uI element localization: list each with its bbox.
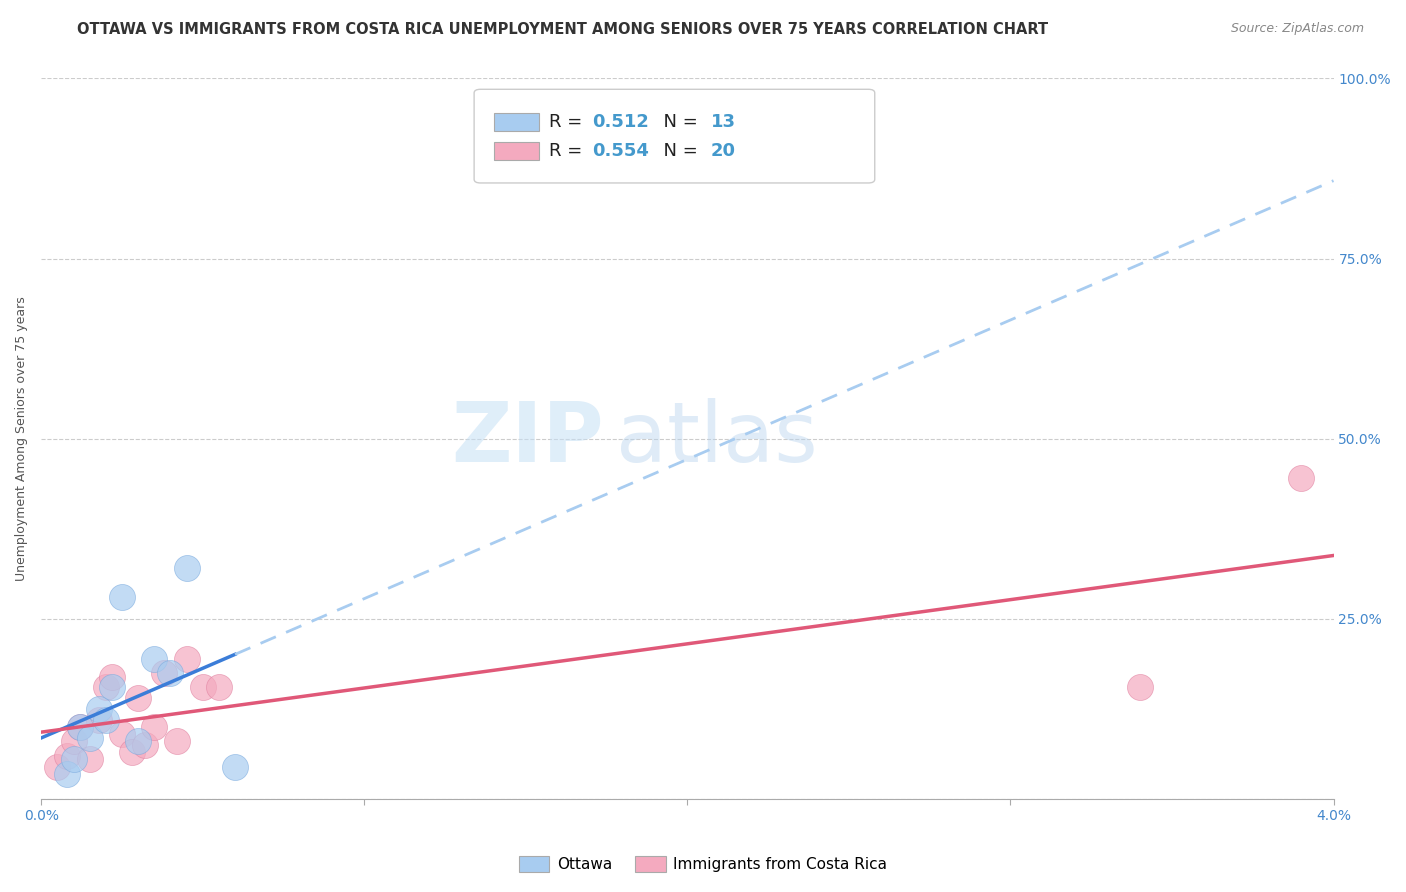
Point — [56, 767, 79, 781]
Point — [191, 681, 214, 695]
Point — [127, 691, 149, 706]
Point — [94, 681, 117, 695]
Point — [56, 748, 79, 763]
Point — [62, 734, 84, 748]
Text: OTTAWA VS IMMIGRANTS FROM COSTA RICA UNEMPLOYMENT AMONG SENIORS OVER 75 YEARS CO: OTTAWA VS IMMIGRANTS FROM COSTA RICA UNE… — [77, 22, 1049, 37]
Point — [89, 702, 111, 716]
Text: Source: ZipAtlas.com: Source: ZipAtlas.com — [1230, 22, 1364, 36]
Point — [111, 727, 134, 741]
Point — [79, 752, 101, 766]
Legend: Ottawa, Immigrants from Costa Rica: Ottawa, Immigrants from Costa Rica — [512, 848, 894, 880]
Point — [121, 745, 143, 759]
Point — [101, 681, 124, 695]
Text: N =: N = — [652, 142, 704, 160]
Point — [46, 759, 69, 773]
Text: R =: R = — [550, 142, 588, 160]
Point — [69, 720, 91, 734]
Text: 20: 20 — [710, 142, 735, 160]
Point — [1289, 471, 1312, 485]
Point — [127, 734, 149, 748]
Point — [89, 713, 111, 727]
FancyBboxPatch shape — [494, 142, 538, 160]
Point — [94, 713, 117, 727]
Text: ZIP: ZIP — [451, 398, 603, 479]
Point — [62, 752, 84, 766]
Point — [69, 720, 91, 734]
Point — [143, 720, 166, 734]
Point — [101, 669, 124, 683]
Point — [1129, 681, 1152, 695]
Point — [176, 651, 198, 665]
Text: atlas: atlas — [616, 398, 818, 479]
Point — [134, 738, 156, 752]
Point — [79, 731, 101, 745]
Text: 0.512: 0.512 — [592, 112, 648, 131]
Point — [153, 665, 176, 680]
FancyBboxPatch shape — [474, 89, 875, 183]
Text: 13: 13 — [710, 112, 735, 131]
Point — [224, 759, 246, 773]
Point — [159, 665, 181, 680]
Point — [166, 734, 188, 748]
Point — [176, 561, 198, 575]
Point — [208, 681, 231, 695]
Point — [111, 591, 134, 605]
Text: 0.554: 0.554 — [592, 142, 648, 160]
Text: R =: R = — [550, 112, 588, 131]
FancyBboxPatch shape — [494, 112, 538, 131]
Point — [143, 651, 166, 665]
Text: N =: N = — [652, 112, 704, 131]
Y-axis label: Unemployment Among Seniors over 75 years: Unemployment Among Seniors over 75 years — [15, 296, 28, 582]
